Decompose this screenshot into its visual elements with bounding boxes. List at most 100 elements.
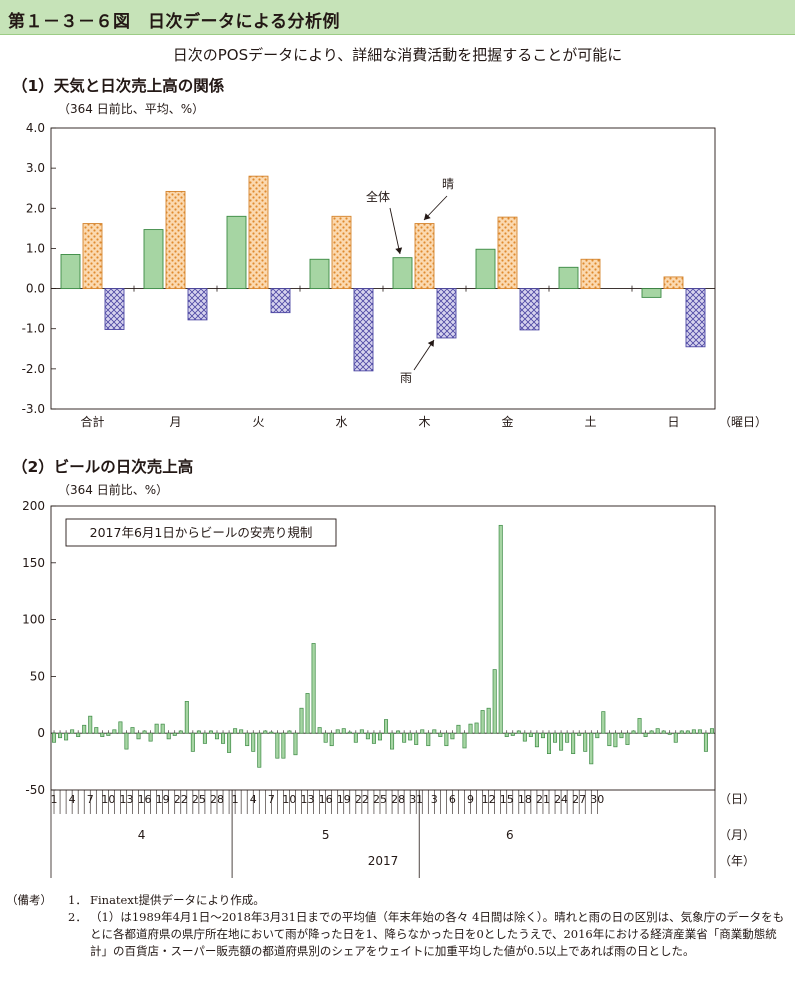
- chart2-date-label: 4: [69, 793, 76, 806]
- chart1-bar-雨: [685, 288, 706, 348]
- chart2-bar: [106, 732, 111, 736]
- chart2-date-label: 10: [101, 793, 115, 806]
- figure-subtitle: 日次のPOSデータにより、詳細な消費活動を把握することが可能に: [172, 46, 623, 64]
- chart2-date-label: 9: [467, 793, 474, 806]
- chart2-date-label: 19: [156, 793, 170, 806]
- chart2-bar: [528, 732, 533, 737]
- note-text: （1）は1989年4月1日～2018年3月31日までの平均値（年末年始の各々 4…: [90, 910, 785, 958]
- chart2-bar: [553, 732, 558, 743]
- figure-title: 第１－３－６図 日次データによる分析例: [8, 12, 340, 32]
- chart1-bar-晴: [331, 215, 352, 290]
- chart2-date-label: 27: [572, 793, 586, 806]
- chart2-bar: [697, 729, 702, 734]
- chart1-weather-sales: 4.0 3.0 2.0 1.0 0.0 -1.0 -2.0 -3.0 合計 月 火 水 木 金 土 日 （曜日）…: [22, 121, 767, 429]
- chart2-bar: [208, 730, 213, 734]
- chart2-bar: [565, 732, 570, 743]
- chart2-bar: [233, 728, 238, 734]
- chart2-bar: [456, 724, 461, 734]
- chart2-bar: [281, 732, 286, 759]
- chart2-bar: [408, 732, 413, 741]
- chart2-date-label: 4: [250, 793, 257, 806]
- chart2-date-label: 6: [449, 793, 456, 806]
- chart1-bar-晴: [248, 175, 269, 290]
- chart2-date-label: 3: [431, 793, 438, 806]
- chart1-bar-雨: [436, 288, 457, 339]
- chart1-y-tick-label: 3.0: [26, 161, 45, 175]
- chart2-date-label: 12: [482, 793, 496, 806]
- chart2-bar: [426, 732, 431, 747]
- chart1-bar-晴: [663, 276, 684, 290]
- chart2-bar: [589, 732, 594, 765]
- chart2-title: （2）ビールの日次売上高: [12, 458, 194, 476]
- chart2-bar: [474, 722, 479, 734]
- chart2-date-label: 16: [319, 793, 333, 806]
- chart2-bar: [299, 707, 304, 734]
- chart2-annotation-box: [65, 518, 337, 547]
- chart2-date-label: 22: [174, 793, 188, 806]
- chart2-unit: （364 日前比、%）: [58, 483, 169, 497]
- chart1-bar-全体: [226, 215, 247, 290]
- chart2-bar: [124, 732, 129, 750]
- chart1-bar-全体: [475, 248, 496, 290]
- note-1: （備考） 1． Finatext提供データにより作成。: [6, 892, 791, 909]
- chart2-date-label: 16: [138, 793, 152, 806]
- chart2-date-label: 18: [518, 793, 532, 806]
- chart2-bar: [462, 732, 467, 749]
- chart2-bar: [221, 732, 226, 744]
- chart2-y-tick-label: 150: [22, 556, 45, 570]
- chart2-date-label: 21: [536, 793, 550, 806]
- chart2-bar: [480, 710, 485, 734]
- chart2-bar: [287, 730, 292, 734]
- chart2-bar: [263, 730, 268, 734]
- chart2-bar: [709, 728, 714, 734]
- chart1-bar-雨: [270, 288, 291, 314]
- chart2-bar: [601, 711, 606, 734]
- chart1-annotation-arrowhead: [427, 340, 434, 347]
- chart2-date-label: 13: [119, 793, 133, 806]
- chart1-title: （1）天気と日次売上高の関係: [12, 77, 225, 95]
- chart2-bar: [396, 730, 401, 734]
- chart1-bar-雨: [187, 288, 208, 321]
- chart2-bar: [136, 732, 141, 740]
- chart2-y-tick-label: -50: [25, 783, 45, 797]
- chart1-bar-全体: [143, 229, 164, 290]
- chart2-date-label: 10: [282, 793, 296, 806]
- chart2-bar: [414, 732, 419, 745]
- chart2-bar: [534, 732, 539, 748]
- note-text: Finatext提供データにより作成。: [90, 893, 265, 907]
- chart1-x-tick-label: 金: [501, 414, 513, 429]
- chart1-y-tick-label: 0.0: [26, 282, 45, 296]
- chart1-bar-晴: [165, 190, 186, 290]
- chart2-bar: [52, 732, 57, 743]
- chart2-bar: [510, 732, 515, 736]
- chart1-annotation-label: 雨: [400, 371, 412, 385]
- chart1-annotation-label: 晴: [442, 177, 454, 191]
- chart2-bar: [571, 732, 576, 754]
- chart2-bar: [323, 732, 328, 743]
- chart2-bar: [371, 732, 376, 744]
- chart2-bar: [583, 732, 588, 752]
- chart2-bar: [178, 730, 183, 734]
- chart2-bar: [311, 643, 316, 734]
- chart2-bar: [154, 723, 159, 734]
- chart2-bar: [172, 732, 177, 736]
- chart1-x-tick-label: 土: [584, 415, 596, 429]
- chart2-bar: [118, 721, 123, 734]
- chart1-y-tick-label: 1.0: [26, 241, 45, 255]
- chart1-bar-雨: [519, 288, 540, 331]
- chart2-bar: [275, 732, 280, 759]
- chart2-bar: [166, 732, 171, 740]
- chart2-y-tick-label: 100: [22, 613, 45, 627]
- chart1-bar-全体: [392, 257, 413, 290]
- chart2-bar: [82, 724, 87, 734]
- chart2-bar: [190, 732, 195, 752]
- chart2-bar: [613, 732, 618, 748]
- chart2-bar: [353, 732, 358, 743]
- note-number: 2．: [68, 910, 87, 924]
- chart2-month-unit: （月）: [719, 828, 755, 842]
- chart2-plot-frame: [50, 505, 716, 791]
- chart2-bar: [112, 729, 117, 734]
- chart2-bar: [643, 732, 648, 737]
- chart2-bar: [64, 732, 69, 741]
